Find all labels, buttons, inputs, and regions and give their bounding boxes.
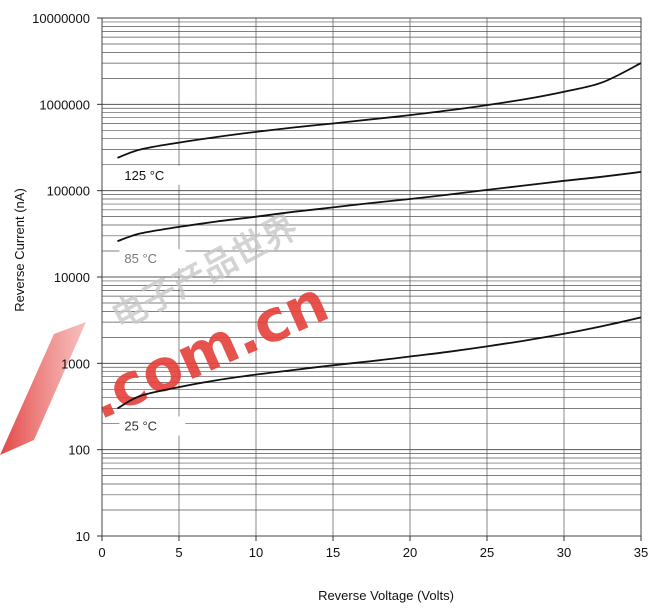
y-tick-label: 10000000	[32, 11, 90, 26]
y-tick-label: 10	[76, 529, 90, 544]
x-tick-label: 25	[480, 545, 494, 560]
series-label-bg	[119, 416, 186, 436]
y-tick-label: 10000	[54, 270, 90, 285]
series-label-2: 25 °C	[124, 418, 157, 433]
y-tick-label: 1000000	[39, 97, 90, 112]
y-axis: 10 100 1000 10000 100000 1000000 10000000	[32, 11, 102, 544]
watermark-red-bar	[0, 322, 86, 455]
x-tick-label: 5	[175, 545, 182, 560]
y-tick-label: 100000	[47, 184, 90, 199]
series-labels: 125 °C 85 °C 25 °C	[119, 165, 186, 436]
y-tick-label: 100	[68, 443, 90, 458]
x-tick-label: 20	[403, 545, 417, 560]
x-axis-title: Reverse Voltage (Volts)	[318, 588, 454, 603]
series-label-0: 125 °C	[124, 168, 164, 183]
series-line-1	[117, 171, 642, 243]
series-label-1: 85 °C	[124, 251, 157, 266]
series-label-bg	[119, 249, 186, 269]
x-tick-label: 30	[557, 545, 571, 560]
series-line-2	[116, 316, 642, 410]
series-line-0	[117, 62, 642, 159]
x-tick-label: 0	[98, 545, 105, 560]
x-tick-label: 10	[249, 545, 263, 560]
y-axis-title: Reverse Current (nA)	[12, 188, 27, 312]
series-label-bg	[119, 165, 186, 185]
series-group	[116, 62, 642, 410]
x-tick-label: 15	[326, 545, 340, 560]
x-tick-label: 35	[634, 545, 648, 560]
y-tick-label: 1000	[61, 356, 90, 371]
x-axis: 0 5 10 15 20 25 30 35	[98, 536, 648, 560]
grid	[101, 18, 642, 537]
